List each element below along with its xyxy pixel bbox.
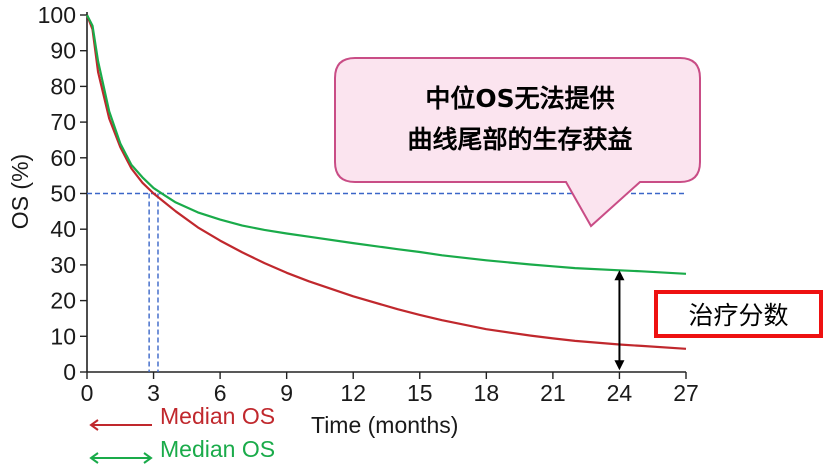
callout-line-2: 曲线尾部的生存获益 <box>407 125 633 154</box>
y-axis-label: OS (%) <box>7 154 33 229</box>
survival-curves <box>85 14 687 350</box>
legend-label-green: Median OS <box>160 436 276 462</box>
callout-text: 中位OS无法提供 曲线尾部的生存获益 <box>345 78 695 160</box>
legend-item-green: Median OS <box>88 436 276 464</box>
series-line-green <box>86 14 687 275</box>
y-tick-label: 20 <box>50 288 76 314</box>
y-tick-label: 70 <box>50 109 76 135</box>
x-tick-label: 12 <box>340 380 366 406</box>
x-axis-label: Time (months) <box>311 412 459 438</box>
y-tick-label: 60 <box>50 145 76 171</box>
y-tick-label: 10 <box>50 323 76 349</box>
treatment-label-text: 治疗分数 <box>688 301 789 330</box>
y-tick-labels: 0 10 20 30 40 50 60 70 80 90 100 <box>38 2 76 385</box>
x-tick-label: 24 <box>607 380 633 406</box>
arrow-head-up <box>614 270 625 281</box>
y-tick-label: 0 <box>63 359 76 385</box>
legend-item-red: Median OS <box>88 403 276 431</box>
red-arrow-icon <box>88 411 154 431</box>
y-tick-label: 30 <box>50 252 76 278</box>
legend-label-red: Median OS <box>160 403 276 429</box>
x-tick-label: 6 <box>214 380 227 406</box>
series-line-red <box>85 14 687 350</box>
axes <box>80 12 687 379</box>
y-tick-label: 40 <box>50 216 76 242</box>
x-tick-label: 27 <box>673 380 699 406</box>
x-tick-label: 0 <box>81 380 94 406</box>
x-tick-labels: 0 3 6 9 12 15 18 21 24 27 <box>81 380 699 406</box>
green-arrow-icon <box>88 444 154 464</box>
x-tick-label: 18 <box>474 380 500 406</box>
treatment-label-box: 治疗分数 <box>654 290 823 338</box>
x-tick-label: 9 <box>280 380 293 406</box>
x-tick-label: 3 <box>147 380 160 406</box>
x-tick-label: 21 <box>540 380 566 406</box>
difference-arrow <box>614 270 625 371</box>
y-tick-label: 80 <box>50 73 76 99</box>
arrow-head-down <box>614 360 625 371</box>
y-tick-label: 90 <box>50 38 76 64</box>
y-tick-label: 50 <box>50 181 76 207</box>
callout-line-1: 中位OS无法提供 <box>425 84 615 113</box>
x-tick-label: 15 <box>407 380 433 406</box>
y-tick-label: 100 <box>38 2 76 28</box>
callout-bubble <box>334 57 701 228</box>
